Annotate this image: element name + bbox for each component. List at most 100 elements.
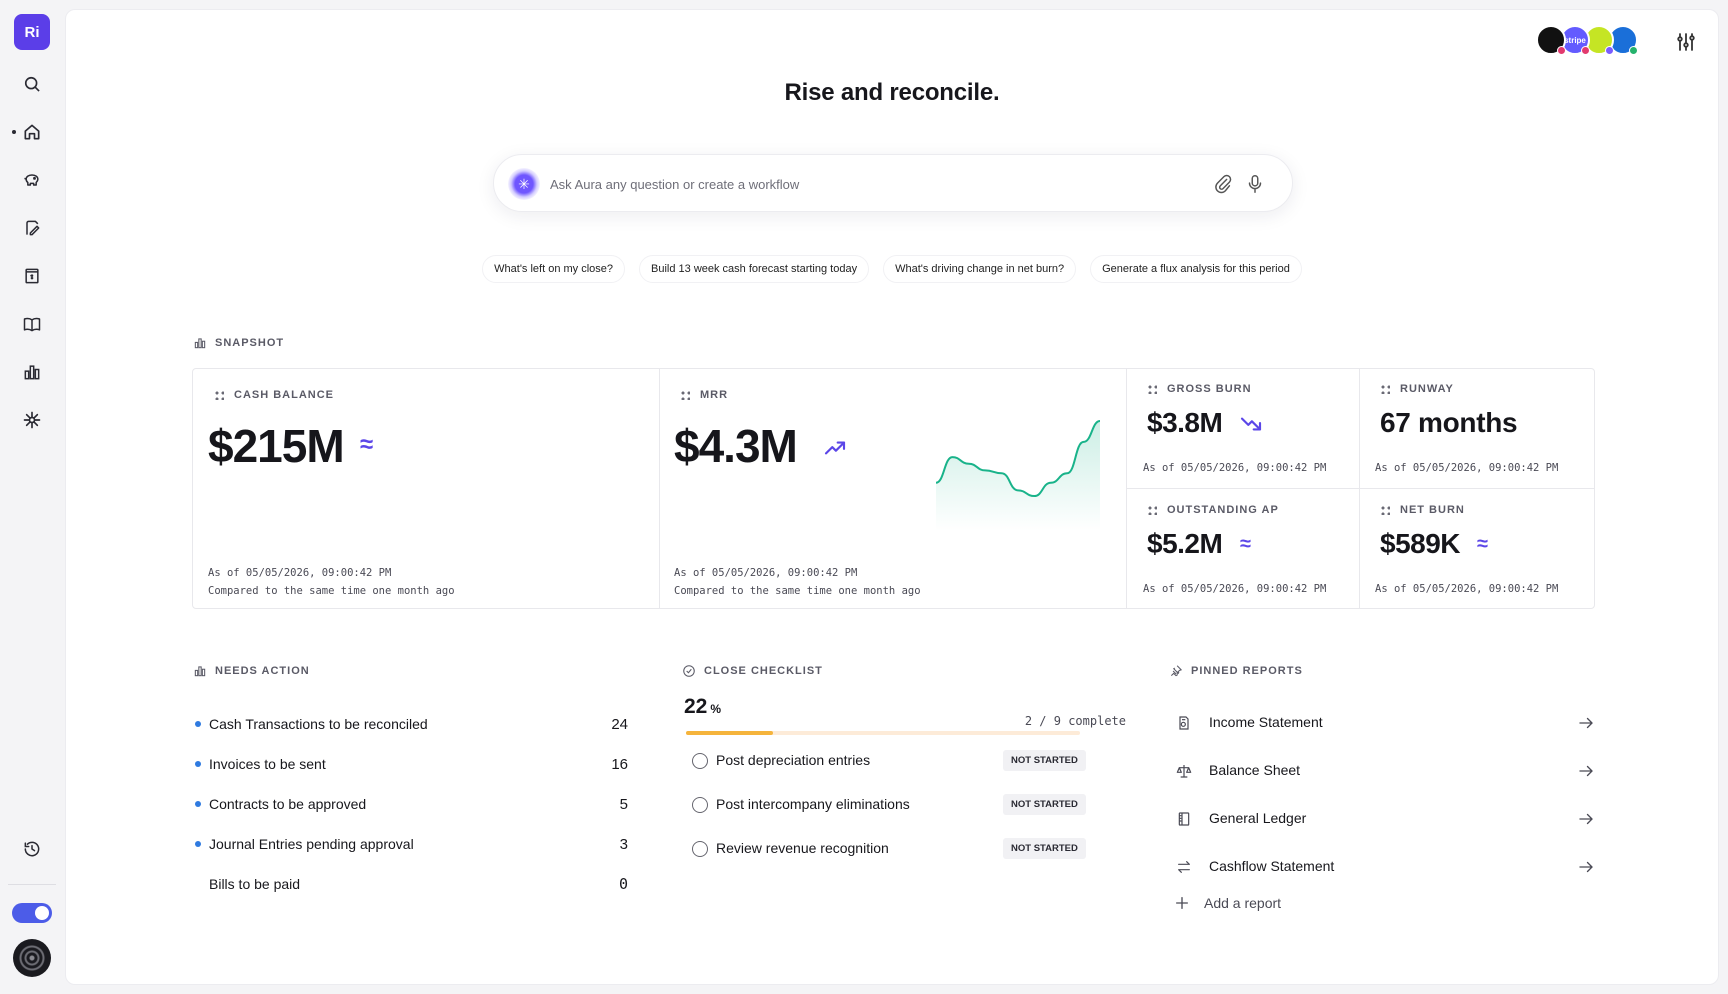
microphone-icon[interactable] <box>1244 173 1266 195</box>
asof-text: As of 05/05/2026, 09:00:42 PM <box>1143 583 1327 595</box>
compare-text: Compared to the same time one month ago <box>674 585 921 597</box>
paperclip-icon[interactable] <box>1212 173 1234 195</box>
card-header: NET BURN <box>1380 504 1465 516</box>
drag-handle-icon[interactable] <box>1147 384 1157 394</box>
status-dot <box>1605 46 1614 55</box>
book-icon[interactable] <box>18 310 46 338</box>
report-general-ledger[interactable]: General Ledger <box>1170 799 1600 839</box>
checklist-task[interactable]: Review revenue recognition NOT STARTED <box>692 834 1127 864</box>
card-label: RUNWAY <box>1400 383 1454 395</box>
sidebar: Ri <box>0 0 64 994</box>
gross-burn-value: $3.8M <box>1147 407 1223 438</box>
report-balance-sheet[interactable]: Balance Sheet <box>1170 751 1600 791</box>
unread-dot <box>195 841 201 847</box>
status-dot <box>1581 46 1590 55</box>
drag-handle-icon[interactable] <box>214 390 224 400</box>
trending-up-icon <box>824 439 846 457</box>
ledger-icon <box>1178 812 1190 826</box>
bar-chart-icon[interactable] <box>18 358 46 386</box>
item-count: 16 <box>611 755 628 773</box>
asof-text: As of 05/05/2026, 09:00:42 PM <box>1375 462 1559 474</box>
item-label: Invoices to be sent <box>209 756 326 772</box>
piggy-bank-icon[interactable] <box>18 166 46 194</box>
item-count: 24 <box>611 715 628 733</box>
drag-handle-icon[interactable] <box>680 390 690 400</box>
task-radio[interactable] <box>692 753 708 769</box>
asof-block: As of 05/05/2026, 09:00:42 PM Compared t… <box>208 564 455 600</box>
search-icon[interactable] <box>18 70 46 98</box>
task-label: Review revenue recognition <box>716 840 889 856</box>
task-radio[interactable] <box>692 841 708 857</box>
asof-text: As of 05/05/2026, 09:00:42 PM <box>1143 462 1327 474</box>
list-item[interactable]: Journal Entries pending approval 3 <box>192 824 628 864</box>
search-input[interactable] <box>550 173 1190 195</box>
item-count: 3 <box>619 835 628 853</box>
suggestion-chip[interactable]: Generate a flux analysis for this period <box>1090 255 1302 283</box>
theme-toggle[interactable] <box>12 903 52 923</box>
active-indicator <box>12 130 16 134</box>
suggestion-chip[interactable]: What's left on my close? <box>482 255 626 283</box>
invoice-edit-icon[interactable] <box>18 214 46 242</box>
bar-chart-icon <box>194 338 206 349</box>
cash-balance-card[interactable]: CASH BALANCE $215M ≈ As of 05/05/2026, 0… <box>193 369 660 608</box>
arrow-right-icon[interactable] <box>1577 810 1595 828</box>
receipt-icon[interactable] <box>18 262 46 290</box>
unread-dot <box>195 801 201 807</box>
pinned-reports-heading: PINNED REPORTS <box>1169 664 1303 678</box>
history-icon[interactable] <box>18 835 46 863</box>
runway-card[interactable]: RUNWAY 67 months As of 05/05/2026, 09:00… <box>1360 369 1594 489</box>
home-icon[interactable] <box>18 118 46 146</box>
aura-sparkle-icon[interactable] <box>18 406 46 434</box>
report-label: Cashflow Statement <box>1209 858 1335 874</box>
checklist-task[interactable]: Post depreciation entries NOT STARTED <box>692 746 1127 776</box>
report-label: Balance Sheet <box>1209 762 1301 778</box>
needs-action-list: Cash Transactions to be reconciled 24 In… <box>192 704 628 904</box>
integration-1-icon[interactable] <box>1536 25 1566 55</box>
aura-search-bar[interactable]: ✳ <box>493 154 1293 212</box>
task-radio[interactable] <box>692 797 708 813</box>
drag-handle-icon[interactable] <box>1380 384 1390 394</box>
report-income-statement[interactable]: Income Statement <box>1170 703 1600 743</box>
list-item[interactable]: Invoices to be sent 16 <box>192 744 628 784</box>
checklist-task[interactable]: Post intercompany eliminations NOT START… <box>692 790 1127 820</box>
integrations-group[interactable]: stripe <box>1536 25 1638 55</box>
scale-icon <box>1176 765 1192 778</box>
status-badge: NOT STARTED <box>1003 794 1086 815</box>
outstanding-ap-card[interactable]: OUTSTANDING AP $5.2M ≈ As of 05/05/2026,… <box>1127 489 1360 608</box>
sliders-settings-icon[interactable] <box>1674 30 1698 54</box>
checklist-progress-bar <box>686 731 1080 735</box>
drag-handle-icon[interactable] <box>1380 505 1390 515</box>
list-item[interactable]: Bills to be paid 0 <box>192 864 628 904</box>
report-label: General Ledger <box>1209 810 1307 826</box>
arrow-right-icon[interactable] <box>1577 762 1595 780</box>
trending-down-icon <box>1240 415 1262 433</box>
list-item[interactable]: Cash Transactions to be reconciled 24 <box>192 704 628 744</box>
aura-orb-icon: ✳ <box>508 168 540 200</box>
checklist-percent: 22% <box>684 695 721 719</box>
suggestion-chip[interactable]: What's driving change in net burn? <box>883 255 1077 283</box>
arrow-right-icon[interactable] <box>1577 858 1595 876</box>
card-header: OUTSTANDING AP <box>1147 504 1279 516</box>
app-logo[interactable]: Ri <box>14 14 50 50</box>
task-label: Post depreciation entries <box>716 752 871 768</box>
compare-text: Compared to the same time one month ago <box>208 585 455 597</box>
drag-handle-icon[interactable] <box>1147 505 1157 515</box>
plus-icon <box>1176 897 1188 909</box>
close-checklist-heading: CLOSE CHECKLIST <box>682 664 823 678</box>
needs-action-label: NEEDS ACTION <box>215 665 310 677</box>
net-burn-card[interactable]: NET BURN $589K ≈ As of 05/05/2026, 09:00… <box>1360 489 1594 608</box>
user-avatar[interactable] <box>13 939 51 977</box>
list-item[interactable]: Contracts to be approved 5 <box>192 784 628 824</box>
arrow-right-icon[interactable] <box>1577 714 1595 732</box>
income-statement-icon <box>1179 716 1189 730</box>
suggestion-chip[interactable]: Build 13 week cash forecast starting tod… <box>639 255 870 283</box>
gross-burn-card[interactable]: GROSS BURN $3.8M As of 05/05/2026, 09:00… <box>1127 369 1360 489</box>
item-label: Contracts to be approved <box>209 796 367 812</box>
mrr-card[interactable]: MRR $4.3M As of 05/05/2026, 09:00:42 PM … <box>660 369 1127 608</box>
status-dot <box>1557 46 1566 55</box>
outstanding-ap-value: $5.2M <box>1147 528 1223 559</box>
item-count: 0 <box>618 875 628 893</box>
card-label: NET BURN <box>1400 504 1465 516</box>
report-cashflow-statement[interactable]: Cashflow Statement <box>1170 847 1600 887</box>
add-report-button[interactable]: Add a report <box>1174 895 1281 911</box>
